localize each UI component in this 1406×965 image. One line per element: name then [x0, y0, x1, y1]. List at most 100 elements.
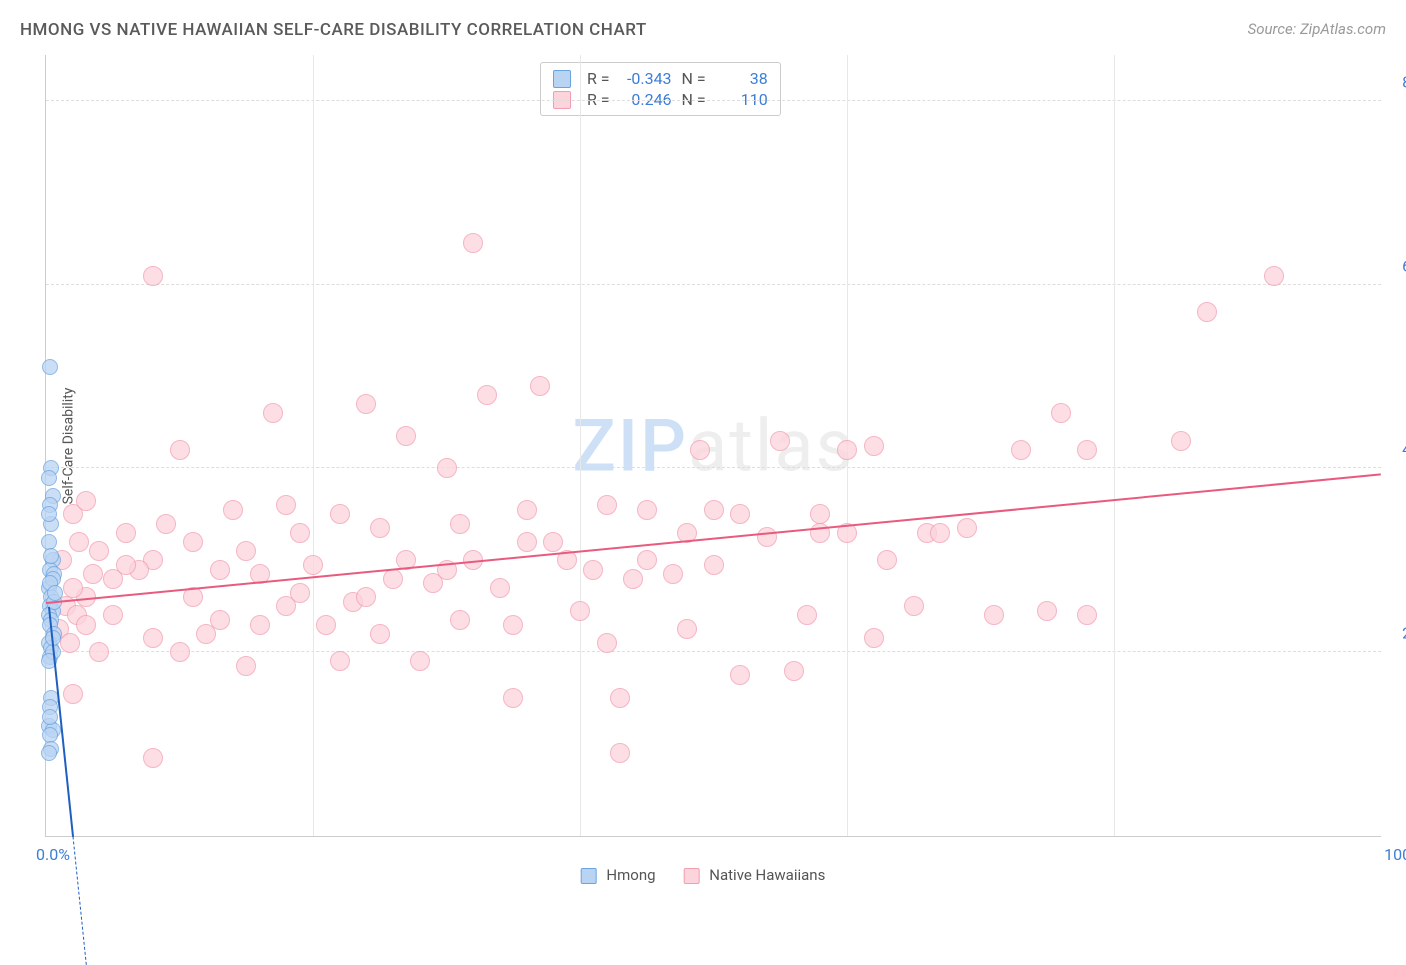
grid-line-h — [46, 651, 1381, 652]
legend-label-hawaiian: Native Hawaiians — [709, 866, 825, 884]
data-point — [1051, 403, 1071, 423]
data-point — [356, 394, 376, 414]
data-point — [864, 628, 884, 648]
y-tick-label: 8.0% — [1386, 72, 1406, 91]
data-point — [690, 440, 710, 460]
legend-swatch-hmong — [581, 868, 597, 884]
data-point — [864, 436, 884, 456]
data-point — [637, 500, 657, 520]
data-point — [490, 578, 510, 598]
correlation-stats-box: R =-0.343N =38R =0.246N =110 — [540, 62, 781, 116]
data-point — [69, 532, 89, 552]
data-point — [597, 633, 617, 653]
data-point — [730, 665, 750, 685]
data-point — [103, 605, 123, 625]
data-point — [517, 500, 537, 520]
data-point — [810, 504, 830, 524]
data-point — [143, 748, 163, 768]
data-point — [76, 615, 96, 635]
data-point — [797, 605, 817, 625]
data-point — [663, 564, 683, 584]
data-point — [43, 548, 59, 564]
data-point — [116, 555, 136, 575]
data-point — [1011, 440, 1031, 460]
grid-line-v — [580, 55, 581, 836]
data-point — [463, 233, 483, 253]
data-point — [42, 359, 58, 375]
data-point — [356, 587, 376, 607]
grid-line-v — [1114, 55, 1115, 836]
data-point — [170, 440, 190, 460]
data-point — [83, 564, 103, 584]
data-point — [330, 651, 350, 671]
x-tick-label: 0.0% — [36, 845, 70, 864]
data-point — [236, 541, 256, 561]
data-point — [290, 523, 310, 543]
data-point — [677, 619, 697, 639]
data-point — [570, 601, 590, 621]
data-point — [47, 585, 63, 601]
data-point — [41, 470, 57, 486]
source-attribution: Source: ZipAtlas.com — [1248, 20, 1386, 38]
data-point — [530, 376, 550, 396]
legend-swatch-hawaiian — [684, 868, 700, 884]
data-point — [1197, 302, 1217, 322]
data-point — [1077, 440, 1097, 460]
stats-swatch-hmong — [553, 70, 571, 88]
data-point — [143, 628, 163, 648]
data-point — [503, 615, 523, 635]
data-point — [623, 569, 643, 589]
x-tick-label: 100.0% — [1384, 845, 1406, 864]
data-point — [290, 583, 310, 603]
data-point — [637, 550, 657, 570]
data-point — [210, 610, 230, 630]
data-point — [263, 403, 283, 423]
data-point — [784, 661, 804, 681]
legend: Hmong Native Hawaiians — [581, 866, 826, 884]
data-point — [63, 578, 83, 598]
stats-r-label: R = — [587, 69, 610, 88]
legend-item-hawaiian: Native Hawaiians — [684, 866, 826, 884]
grid-line-h — [46, 467, 1381, 468]
data-point — [156, 514, 176, 534]
data-point — [89, 642, 109, 662]
data-point — [877, 550, 897, 570]
data-point — [517, 532, 537, 552]
y-tick-label: 6.0% — [1386, 256, 1406, 275]
data-point — [143, 266, 163, 286]
data-point — [276, 495, 296, 515]
data-point — [183, 532, 203, 552]
stats-r-value-hmong: -0.343 — [620, 69, 672, 88]
data-point — [837, 440, 857, 460]
data-point — [957, 518, 977, 538]
data-point — [370, 518, 390, 538]
data-point — [437, 458, 457, 478]
data-point — [410, 651, 430, 671]
data-point — [210, 560, 230, 580]
data-point — [223, 500, 243, 520]
stats-n-label: N = — [682, 69, 706, 88]
data-point — [42, 709, 58, 725]
data-point — [597, 495, 617, 515]
chart-title: HMONG VS NATIVE HAWAIIAN SELF-CARE DISAB… — [20, 20, 647, 40]
grid-line-h — [46, 284, 1381, 285]
data-point — [1037, 601, 1057, 621]
data-point — [370, 624, 390, 644]
data-point — [583, 560, 603, 580]
grid-line-v — [313, 55, 314, 836]
data-point — [236, 656, 256, 676]
data-point — [770, 431, 790, 451]
data-point — [450, 610, 470, 630]
data-point — [704, 555, 724, 575]
data-point — [904, 596, 924, 616]
legend-item-hmong: Hmong — [581, 866, 656, 884]
data-point — [303, 555, 323, 575]
data-point — [116, 523, 136, 543]
stats-n-value-hmong: 38 — [716, 69, 768, 88]
y-tick-label: 2.0% — [1386, 624, 1406, 643]
trend-line — [72, 836, 86, 965]
data-point — [503, 688, 523, 708]
data-point — [757, 527, 777, 547]
data-point — [1171, 431, 1191, 451]
data-point — [316, 615, 336, 635]
